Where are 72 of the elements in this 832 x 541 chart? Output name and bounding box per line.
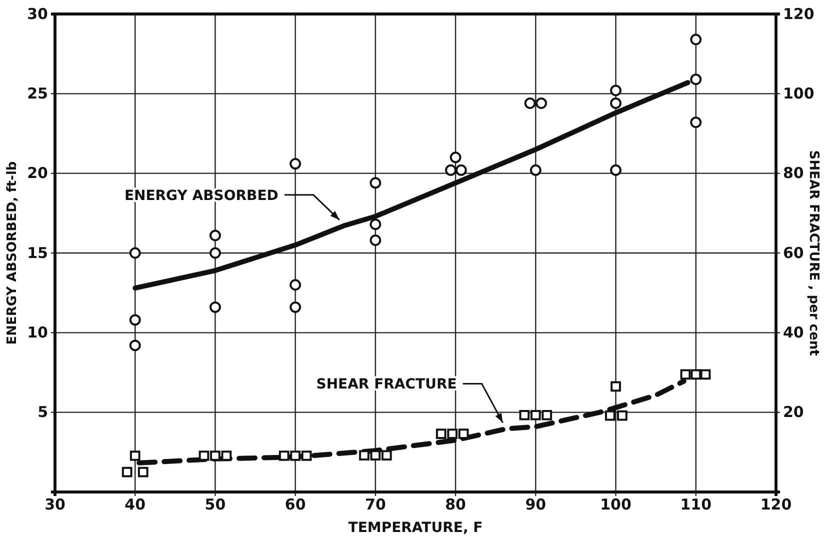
point — [610, 381, 621, 392]
point — [458, 428, 469, 440]
point — [542, 410, 552, 420]
y-tick-label: 20 — [27, 164, 48, 182]
y2-axis-title: SHEAR FRACTURE , per cent — [806, 150, 821, 356]
x-tick-label: 70 — [365, 496, 386, 514]
point — [530, 164, 542, 176]
x-tick-label: 100 — [600, 496, 632, 514]
point — [455, 164, 467, 176]
point — [447, 428, 458, 440]
y-tick-label: 10 — [27, 323, 48, 342]
point — [278, 450, 290, 461]
point — [690, 34, 702, 46]
point — [700, 369, 711, 380]
y2-tick-label: 120 — [783, 4, 814, 23]
point — [690, 116, 702, 128]
point — [359, 450, 370, 461]
x-tick-label: 50 — [204, 496, 226, 514]
point — [445, 164, 456, 176]
y-tick-label: 30 — [27, 4, 48, 23]
point — [370, 177, 382, 189]
point — [450, 152, 462, 164]
point — [129, 247, 141, 259]
y2-tick-label: 40 — [783, 323, 804, 342]
point — [290, 301, 302, 313]
point — [210, 450, 220, 461]
point — [290, 158, 302, 170]
x-tick-label: 80 — [445, 496, 466, 514]
x-tick-label: 120 — [760, 496, 792, 514]
point — [524, 98, 536, 109]
point — [122, 466, 132, 478]
y2-tick-label: 80 — [783, 164, 804, 182]
point — [290, 279, 302, 291]
point — [381, 450, 392, 461]
point — [530, 410, 541, 420]
point — [436, 428, 446, 440]
point — [129, 314, 141, 326]
point — [290, 450, 301, 461]
y-tick-label: 15 — [27, 244, 48, 262]
point — [129, 340, 141, 352]
x-tick-label: 110 — [680, 496, 712, 514]
y2-tick-label: 20 — [783, 403, 804, 422]
y-tick-label: 5 — [38, 403, 48, 422]
point — [680, 369, 691, 380]
x-tick-label: 60 — [284, 496, 306, 514]
point — [221, 450, 232, 461]
point — [301, 450, 312, 461]
x-tick-label: 90 — [525, 496, 546, 514]
point — [198, 450, 210, 461]
point — [138, 466, 148, 478]
y-axis-title: ENERGY ABSORBED, ft-lb — [5, 161, 20, 345]
point — [130, 450, 140, 461]
y2-tick-label: 60 — [783, 244, 804, 262]
point — [617, 410, 628, 421]
point — [604, 410, 616, 421]
x-axis-title: TEMPERATURE, F — [348, 520, 483, 536]
point — [210, 247, 221, 259]
point — [519, 410, 530, 420]
point — [690, 369, 702, 380]
point — [690, 74, 702, 86]
y-tick-label: 25 — [27, 84, 48, 102]
point — [610, 98, 622, 109]
x-tick-label: 40 — [124, 496, 146, 514]
x-tick-label: 30 — [44, 496, 66, 514]
point — [210, 230, 221, 242]
point — [610, 84, 622, 96]
point — [536, 98, 547, 109]
point — [210, 301, 221, 313]
point — [610, 164, 622, 176]
point — [370, 218, 382, 230]
y2-tick-label: 100 — [783, 84, 814, 102]
point — [370, 234, 382, 246]
